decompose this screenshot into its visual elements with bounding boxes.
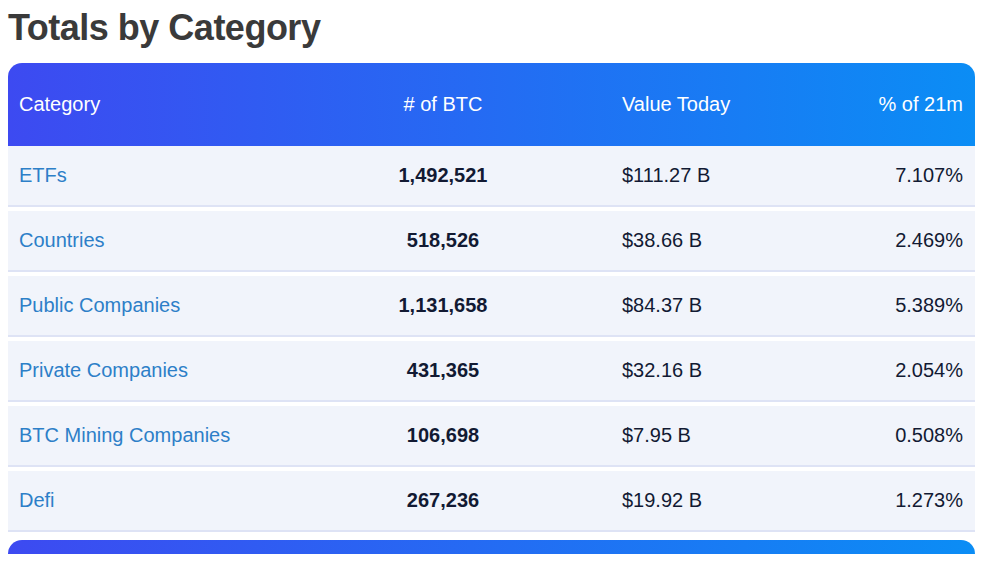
table-row: ETFs1,492,521$111.27 B7.107% <box>8 146 975 207</box>
value-today: $19.92 B <box>558 489 768 512</box>
table-row: Defi267,236$19.92 B1.273% <box>8 471 975 532</box>
column-header-value-today[interactable]: Value Today <box>558 93 768 116</box>
column-header-category[interactable]: Category <box>8 93 328 116</box>
btc-amount: 1,492,521 <box>328 164 558 187</box>
pct-of-21m: 2.054% <box>768 359 975 382</box>
value-today: $32.16 B <box>558 359 768 382</box>
table-row: BTC Mining Companies106,698$7.95 B0.508% <box>8 406 975 467</box>
btc-amount: 431,365 <box>328 359 558 382</box>
pct-of-21m: 1.273% <box>768 489 975 512</box>
value-today: $38.66 B <box>558 229 768 252</box>
table-row: Private Companies431,365$32.16 B2.054% <box>8 341 975 402</box>
table-row: Public Companies1,131,658$84.37 B5.389% <box>8 276 975 337</box>
btc-amount: 106,698 <box>328 424 558 447</box>
table-header-row: Category # of BTC Value Today % of 21m <box>8 63 975 146</box>
pct-of-21m: 0.508% <box>768 424 975 447</box>
btc-amount: 267,236 <box>328 489 558 512</box>
value-today: $84.37 B <box>558 294 768 317</box>
category-link[interactable]: BTC Mining Companies <box>8 424 328 447</box>
table-row: Countries518,526$38.66 B2.469% <box>8 211 975 272</box>
pct-of-21m: 2.469% <box>768 229 975 252</box>
table-body: ETFs1,492,521$111.27 B7.107%Countries518… <box>8 146 975 532</box>
column-header-pct-of-21m[interactable]: % of 21m <box>768 93 975 116</box>
value-today: $7.95 B <box>558 424 768 447</box>
column-header-btc[interactable]: # of BTC <box>328 93 558 116</box>
category-link[interactable]: Countries <box>8 229 328 252</box>
category-link[interactable]: ETFs <box>8 164 328 187</box>
category-link[interactable]: Public Companies <box>8 294 328 317</box>
pct-of-21m: 7.107% <box>768 164 975 187</box>
pct-of-21m: 5.389% <box>768 294 975 317</box>
category-link[interactable]: Private Companies <box>8 359 328 382</box>
value-today: $111.27 B <box>558 164 768 187</box>
totals-by-category-table: Category # of BTC Value Today % of 21m E… <box>8 63 975 532</box>
btc-amount: 518,526 <box>328 229 558 252</box>
next-table-header-strip <box>8 540 975 554</box>
category-link[interactable]: Defi <box>8 489 328 512</box>
btc-amount: 1,131,658 <box>328 294 558 317</box>
page-title: Totals by Category <box>8 6 987 50</box>
